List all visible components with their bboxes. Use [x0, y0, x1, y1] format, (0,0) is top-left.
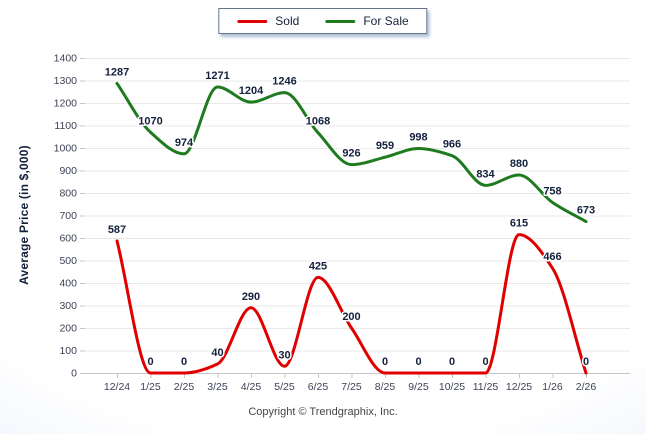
x-tick-label: 2/25 — [174, 381, 195, 393]
x-tick-label: 11/25 — [473, 381, 499, 393]
chart-legend: Sold For Sale — [218, 8, 428, 34]
for-sale-data-label: 1068 — [306, 116, 330, 128]
sold-data-label: 0 — [147, 356, 153, 368]
x-tick-label: 9/25 — [408, 381, 429, 393]
for-sale-line — [115, 81, 588, 224]
y-tick-label: 600 — [59, 233, 77, 245]
legend-item-sold: Sold — [237, 14, 299, 28]
x-tick-label: 5/25 — [274, 381, 295, 393]
sold-data-label: 290 — [242, 291, 260, 303]
sold-data-label: 40 — [211, 347, 223, 359]
y-tick-label: 100 — [59, 345, 77, 357]
sold-data-label: 615 — [510, 218, 528, 230]
for-sale-data-label: 1070 — [138, 115, 162, 127]
legend-label-sold: Sold — [275, 14, 300, 28]
for-sale-data-label: 673 — [577, 205, 595, 217]
y-tick-label: 1000 — [54, 143, 78, 155]
y-tick-label: 200 — [59, 323, 77, 335]
sold-data-label: 0 — [449, 356, 455, 368]
for-sale-line-swatch-icon — [325, 19, 356, 23]
legend-item-for-sale: For Sale — [325, 14, 409, 28]
sold-data-label: 587 — [108, 224, 126, 236]
x-tick-label: 1/26 — [542, 381, 563, 393]
for-sale-data-label: 880 — [510, 158, 528, 170]
sold-data-label: 425 — [309, 260, 327, 272]
legend-label-for-sale: For Sale — [363, 14, 409, 28]
for-sale-data-label: 998 — [409, 131, 427, 143]
x-tick-label: 12/25 — [506, 381, 532, 393]
sold-data-label: 200 — [342, 311, 360, 323]
y-tick-label: 500 — [59, 255, 77, 267]
sold-line-swatch-icon — [237, 19, 268, 23]
for-sale-data-label: 1204 — [239, 85, 264, 97]
y-tick-label: 300 — [59, 300, 77, 312]
x-tick-label: 7/25 — [341, 381, 362, 393]
for-sale-data-label: 959 — [376, 140, 394, 152]
x-tick-label: 4/25 — [241, 381, 262, 393]
y-axis-title: Average Price (in $,000) — [17, 145, 31, 285]
y-tick-label: 1200 — [54, 98, 78, 110]
sold-data-label: 0 — [482, 356, 488, 368]
y-tick-label: 1100 — [54, 120, 77, 132]
for-sale-data-label: 1271 — [205, 70, 229, 82]
x-tick-label: 12/24 — [104, 381, 130, 393]
for-sale-data-label: 758 — [543, 185, 561, 197]
sold-line — [115, 233, 588, 375]
copyright-text: Copyright © Trendgraphix, Inc. — [248, 406, 398, 418]
sold-data-label: 466 — [543, 251, 561, 263]
x-tick-label: 2/26 — [576, 381, 597, 393]
for-sale-data-label: 834 — [476, 168, 495, 180]
x-tick-label: 3/25 — [207, 381, 228, 393]
y-tick-label: 800 — [59, 188, 77, 200]
sold-data-label: 0 — [583, 356, 589, 368]
sold-data-label: 0 — [415, 356, 421, 368]
y-tick-label: 400 — [59, 278, 77, 290]
for-sale-data-label: 1246 — [272, 76, 296, 88]
y-tick-label: 700 — [59, 210, 77, 222]
for-sale-data-label: 974 — [175, 137, 194, 149]
for-sale-data-label: 1287 — [105, 66, 129, 78]
y-tick-label: 0 — [71, 368, 77, 380]
x-tick-label: 10/25 — [439, 381, 465, 393]
x-tick-label: 1/25 — [140, 381, 161, 393]
x-tick-label: 6/25 — [308, 381, 329, 393]
sold-data-label: 30 — [278, 349, 290, 361]
y-tick-label: 900 — [59, 165, 77, 177]
for-sale-data-label: 926 — [342, 148, 360, 160]
sold-data-label: 0 — [181, 356, 187, 368]
sold-data-label: 0 — [382, 356, 388, 368]
for-sale-data-label: 966 — [443, 139, 461, 151]
y-tick-label: 1400 — [54, 53, 78, 65]
x-tick-label: 8/25 — [375, 381, 396, 393]
y-tick-label: 1300 — [54, 75, 78, 87]
